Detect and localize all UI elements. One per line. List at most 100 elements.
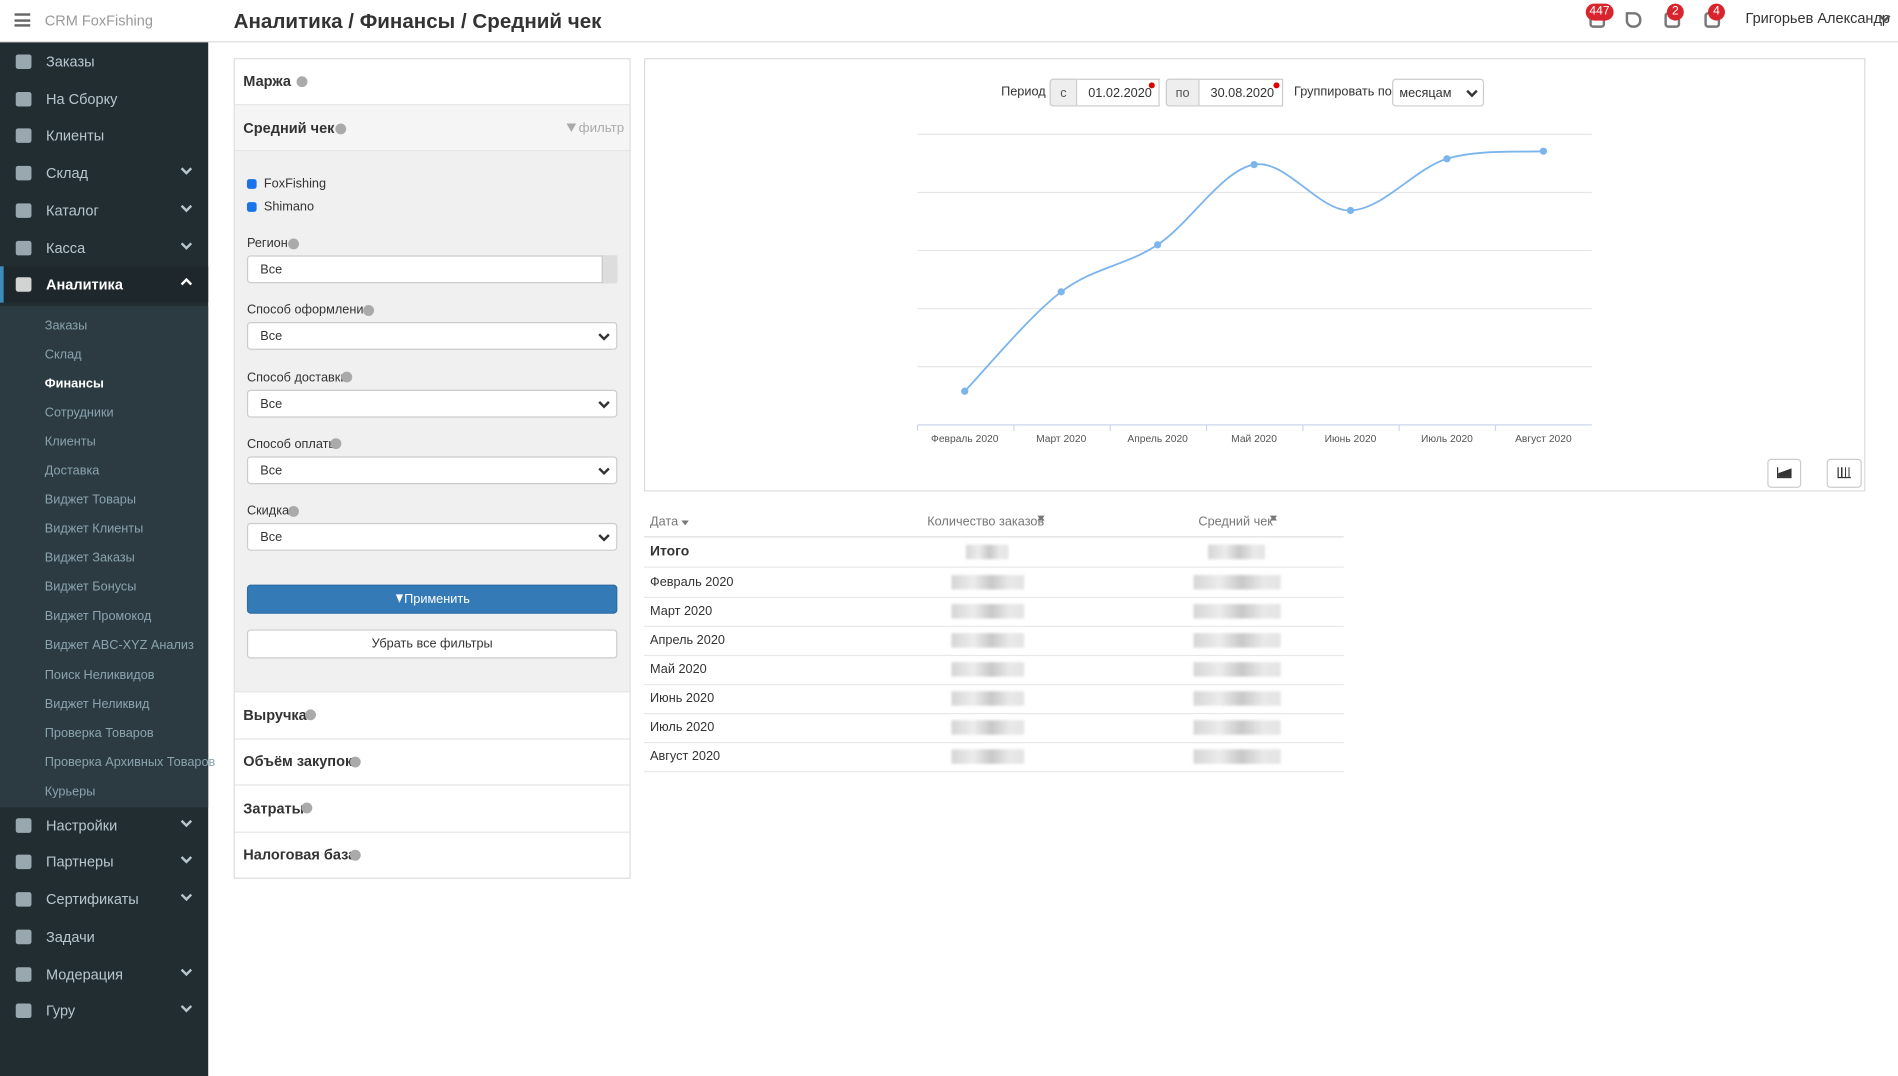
- addon-label: с: [1060, 85, 1067, 101]
- notification-badge: 447: [1585, 3, 1614, 21]
- checkbox[interactable]: [246, 202, 257, 212]
- chevron: [598, 534, 610, 542]
- chevron: [180, 278, 193, 286]
- x-tick-label: Март 2020: [1036, 434, 1087, 445]
- sidebar-subitem[interactable]: Виджет Бонусы: [44, 580, 137, 595]
- select[interactable]: [246, 523, 618, 552]
- sidebar-subitem[interactable]: Финансы: [44, 376, 104, 391]
- section-title[interactable]: Объём закупок: [243, 753, 353, 770]
- select[interactable]: [246, 255, 618, 284]
- sidebar-icon: [15, 817, 32, 833]
- sidebar-item[interactable]: Клиенты: [45, 127, 105, 145]
- chevron-shape: [180, 241, 193, 250]
- sidebar-subitem[interactable]: Виджет Клиенты: [44, 522, 144, 537]
- sidebar-item[interactable]: Аналитика: [45, 276, 123, 294]
- x-tick-label: Июнь 2020: [1325, 434, 1377, 445]
- chevron: [180, 893, 193, 902]
- select-value: Все: [260, 396, 283, 412]
- help-icon: [349, 849, 361, 861]
- checkbox-label[interactable]: Shimano: [263, 199, 315, 215]
- sidebar-item[interactable]: Касса: [45, 239, 86, 257]
- notification-badge: 2: [1666, 3, 1684, 21]
- group-label: Группировать по: [1294, 84, 1392, 100]
- user-name[interactable]: Григорьев Александр: [1745, 9, 1891, 27]
- sidebar-subitem[interactable]: Поиск Неликвидов: [44, 667, 155, 683]
- table-cell: Август 2020: [650, 749, 721, 764]
- sidebar-item[interactable]: Каталог: [45, 201, 99, 219]
- sidebar-item[interactable]: Гуру: [45, 1002, 76, 1020]
- sidebar-item[interactable]: Партнеры: [45, 853, 114, 871]
- select-label: Способ оформления: [246, 302, 371, 318]
- breadcrumb: Аналитика / Финансы / Средний чек: [233, 9, 602, 33]
- section-title[interactable]: Налоговая база: [243, 846, 357, 864]
- sidebar-subitem[interactable]: Клиенты: [44, 434, 96, 450]
- row-border: [643, 742, 1344, 744]
- blurred-value: [1193, 720, 1281, 735]
- section-title[interactable]: Маржа: [243, 72, 291, 90]
- sidebar-subitem[interactable]: Виджет Неликвид: [44, 696, 150, 712]
- help-icon: [335, 122, 347, 134]
- chart-type-button[interactable]: [1767, 458, 1802, 488]
- apply-button[interactable]: [246, 584, 618, 614]
- sidebar-item[interactable]: Сертификаты: [45, 891, 139, 909]
- checkbox[interactable]: [246, 179, 257, 189]
- section-title[interactable]: Выручка: [243, 706, 307, 724]
- sidebar-item[interactable]: Модерация: [45, 965, 124, 983]
- checkbox-label[interactable]: FoxFishing: [263, 176, 327, 192]
- sidebar-subitem[interactable]: Сотрудники: [44, 405, 114, 421]
- section-title[interactable]: Средний чек: [243, 119, 335, 137]
- data-point: [1154, 241, 1162, 249]
- sidebar-icon: [15, 54, 32, 69]
- filter-link[interactable]: фильтр: [578, 121, 625, 136]
- sidebar-item[interactable]: Заказы: [45, 53, 95, 71]
- reset-button[interactable]: [246, 629, 618, 659]
- sidebar-item[interactable]: Настройки: [45, 816, 118, 834]
- help-icon: [288, 237, 299, 249]
- sidebar-subitem[interactable]: Курьеры: [44, 784, 96, 799]
- sidebar-item[interactable]: Задачи: [45, 928, 95, 946]
- date-input[interactable]: [1077, 78, 1160, 107]
- chevron-shape: [1879, 14, 1891, 23]
- date-value: 01.02.2020: [1088, 85, 1152, 101]
- sidebar-icon: [15, 855, 32, 870]
- top-icon[interactable]: [1625, 12, 1642, 28]
- select[interactable]: [246, 456, 618, 485]
- date-input[interactable]: [1199, 78, 1284, 107]
- sidebar-item[interactable]: Склад: [45, 164, 89, 182]
- period-label: Период: [1001, 84, 1046, 100]
- blurred-value: [951, 574, 1025, 590]
- sidebar-item[interactable]: На Сборку: [45, 90, 118, 108]
- column-header[interactable]: Дата: [650, 514, 679, 529]
- bar-icon: [1837, 467, 1851, 479]
- sidebar-subitem[interactable]: Виджет Товары: [44, 492, 137, 508]
- table-cell: Февраль 2020: [650, 574, 734, 590]
- select[interactable]: [246, 322, 618, 351]
- column-header[interactable]: Количество заказов: [927, 514, 1045, 529]
- reset-label[interactable]: Убрать все фильтры: [371, 636, 493, 652]
- section-title[interactable]: Затраты: [243, 799, 305, 817]
- select[interactable]: [246, 389, 618, 418]
- select-label: Способ доставки: [246, 369, 348, 385]
- chevron: [598, 467, 610, 475]
- sidebar-subitem[interactable]: Виджет Заказы: [44, 551, 135, 566]
- sidebar-subitem[interactable]: Виджет ABC-XYZ Анализ: [44, 638, 194, 653]
- chevron-shape: [180, 819, 193, 827]
- column-header[interactable]: Средний чек: [1198, 514, 1273, 529]
- apply-label[interactable]: Применить: [404, 591, 470, 607]
- menu-toggle[interactable]: [14, 13, 31, 27]
- sidebar-subitem[interactable]: Доставка: [44, 463, 100, 479]
- help-icon: [349, 756, 361, 767]
- sidebar-subitem[interactable]: Заказы: [44, 318, 88, 333]
- app-name: CRM FoxFishing: [44, 12, 153, 30]
- sidebar-submenu: [0, 306, 209, 807]
- sidebar-subitem[interactable]: Проверка Товаров: [44, 725, 154, 741]
- blurred-value: [1193, 633, 1281, 648]
- addon-label: по: [1175, 85, 1190, 101]
- sidebar-subitem[interactable]: Проверка Архивных Товаров: [44, 754, 216, 770]
- sidebar-subitem[interactable]: Виджет Промокод: [44, 609, 152, 624]
- sort-icon: [681, 520, 689, 526]
- sidebar-subitem[interactable]: Склад: [44, 347, 82, 362]
- chevron-shape: [598, 534, 610, 542]
- chart: Февраль 2020 Март 2020 Апрель 2020 Май 2020…: [916, 133, 1592, 445]
- chevron: [180, 1005, 193, 1013]
